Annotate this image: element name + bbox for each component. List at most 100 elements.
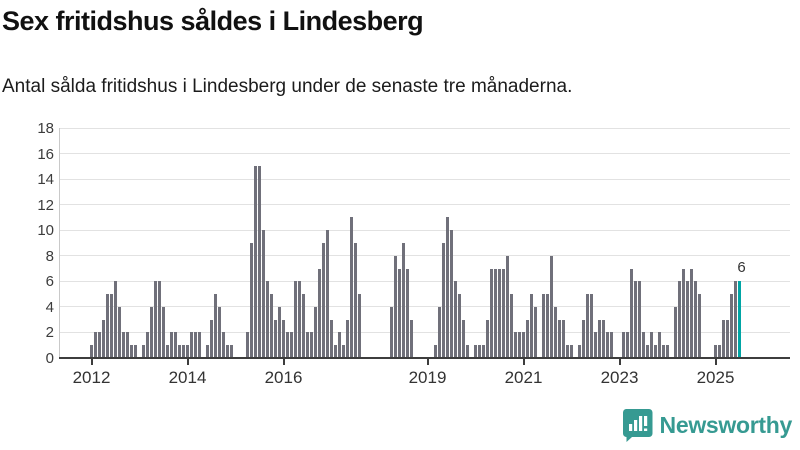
- x-axis-line: [59, 357, 790, 359]
- bar: [490, 268, 493, 358]
- x-axis-tick: [282, 359, 285, 365]
- bar: [94, 332, 97, 358]
- bar: [322, 243, 325, 358]
- y-gridline: [59, 204, 790, 206]
- bar: [686, 281, 689, 358]
- bar: [206, 345, 209, 358]
- bar: [718, 345, 721, 358]
- bar: [258, 166, 261, 358]
- bar: [642, 332, 645, 358]
- x-axis-tick-label: 2012: [72, 368, 111, 387]
- newsworthy-logo: Newsworthy: [622, 408, 792, 442]
- bar: [286, 332, 289, 358]
- bar: [306, 332, 309, 358]
- x-axis-tick-label: 2025: [696, 368, 735, 387]
- y-gridline: [59, 331, 790, 333]
- bar: [466, 345, 469, 358]
- bar: [142, 345, 145, 358]
- bar: [498, 268, 501, 358]
- bar: [166, 345, 169, 358]
- bar: [302, 294, 305, 358]
- bar: [534, 306, 537, 358]
- y-axis-tick-label: 2: [45, 324, 54, 342]
- bar: [282, 319, 285, 358]
- bar: [246, 332, 249, 358]
- bar: [338, 332, 341, 358]
- bar: [458, 294, 461, 358]
- bar: [198, 332, 201, 358]
- bar: [126, 332, 129, 358]
- bar: [698, 294, 701, 358]
- bar: [230, 345, 233, 358]
- bar: [154, 281, 157, 358]
- bar: [318, 268, 321, 358]
- y-gridline: [59, 229, 790, 231]
- bar: [682, 268, 685, 358]
- bar: [462, 319, 465, 358]
- bar: [354, 243, 357, 358]
- bar: [626, 332, 629, 358]
- bar: [262, 230, 265, 358]
- x-axis-tick-label: 2014: [168, 368, 207, 387]
- highlighted-bar-value-label: 6: [737, 259, 746, 277]
- y-axis-tick-label: 0: [45, 350, 54, 367]
- bar: [270, 294, 273, 358]
- bar: [714, 345, 717, 358]
- bar: [146, 332, 149, 358]
- bar: [586, 294, 589, 358]
- bar: [298, 281, 301, 358]
- bar: [194, 332, 197, 358]
- bar: [494, 268, 497, 358]
- bar: [278, 306, 281, 358]
- x-axis-tick-label: 2019: [408, 368, 447, 387]
- bar: [250, 243, 253, 358]
- bar: [594, 332, 597, 358]
- x-axis-tick: [714, 359, 717, 365]
- bar: [254, 166, 257, 358]
- bar: [650, 332, 653, 358]
- bar: [266, 281, 269, 358]
- y-gridline: [59, 127, 790, 129]
- bar: [390, 306, 393, 358]
- bar: [638, 281, 641, 358]
- bar: [602, 319, 605, 358]
- bar: [326, 230, 329, 358]
- bar: [410, 319, 413, 358]
- bar: [662, 345, 665, 358]
- bar: [226, 345, 229, 358]
- bar: [622, 332, 625, 358]
- bar: [678, 281, 681, 358]
- bar: [314, 306, 317, 358]
- bar: [394, 255, 397, 358]
- bar: [646, 345, 649, 358]
- bar: [518, 332, 521, 358]
- bar: [90, 345, 93, 358]
- x-axis-tick-label: 2021: [504, 368, 543, 387]
- newsworthy-speech-bubble-chart-icon: [622, 408, 653, 442]
- y-axis-tick-label: 6: [45, 273, 54, 291]
- bar: [722, 319, 725, 358]
- bar: [610, 332, 613, 358]
- bar: [178, 345, 181, 358]
- bar: [190, 332, 193, 358]
- bar: [598, 319, 601, 358]
- bar: [106, 294, 109, 358]
- bar: [654, 345, 657, 358]
- bar: [510, 294, 513, 358]
- bar: [474, 345, 477, 358]
- y-gridline: [59, 153, 790, 155]
- newsworthy-logo-text: Newsworthy: [659, 411, 793, 438]
- bar: [406, 268, 409, 358]
- bar: [358, 294, 361, 358]
- bar: [550, 255, 553, 358]
- x-axis-tick: [186, 359, 189, 365]
- x-axis-tick: [426, 359, 429, 365]
- bar: [218, 306, 221, 358]
- y-gridline: [59, 306, 790, 308]
- bar: [726, 319, 729, 358]
- bar: [346, 319, 349, 358]
- y-axis-tick-label: 8: [45, 247, 54, 265]
- bar: [102, 319, 105, 358]
- bar: [482, 345, 485, 358]
